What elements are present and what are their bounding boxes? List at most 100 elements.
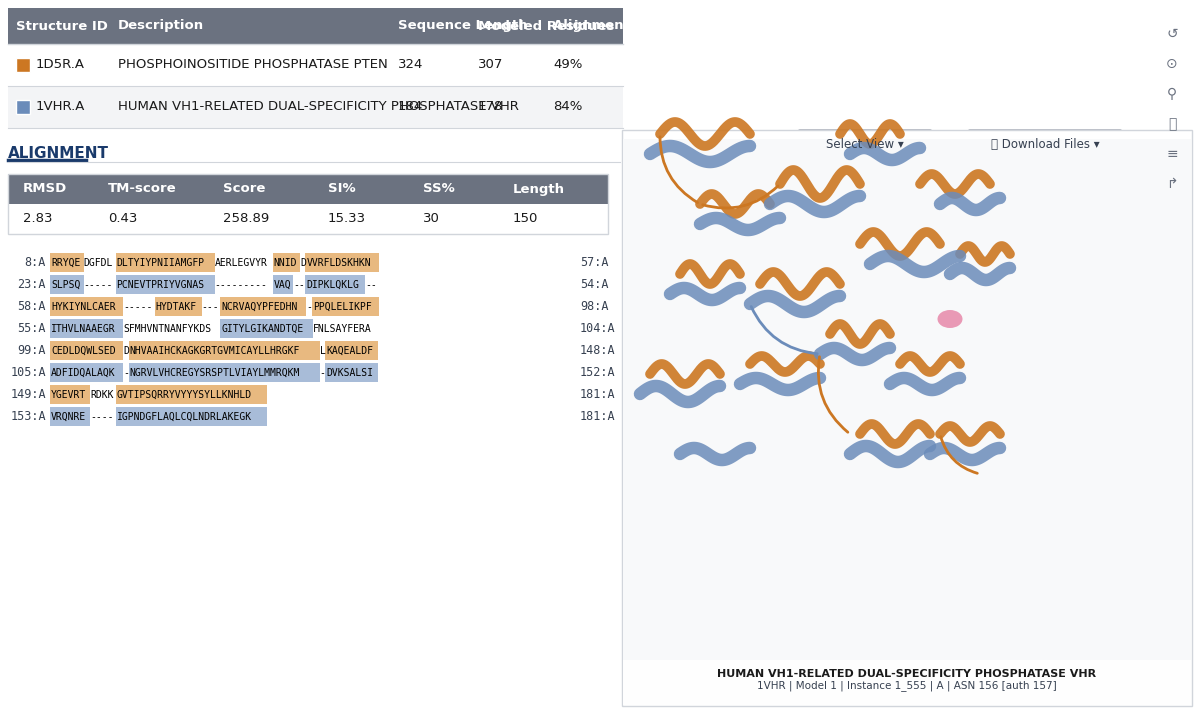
Bar <box>8 174 608 234</box>
Text: SFMHVNTNANFYKDS: SFMHVNTNANFYKDS <box>124 324 211 334</box>
Text: -: - <box>124 368 128 378</box>
Text: ↱: ↱ <box>1166 177 1178 191</box>
Text: Alignment Coverage: Alignment Coverage <box>553 19 706 33</box>
Bar <box>50 319 124 338</box>
Ellipse shape <box>937 310 962 328</box>
Text: GITYLGIKANDTQE: GITYLGIKANDTQE <box>221 324 304 334</box>
Bar <box>128 341 319 360</box>
Bar <box>16 58 30 72</box>
Text: RMSD: RMSD <box>23 183 67 196</box>
Text: Score: Score <box>223 183 265 196</box>
Text: 49%: 49% <box>553 59 582 71</box>
Text: DGFDL: DGFDL <box>84 258 113 268</box>
Text: 30: 30 <box>424 213 440 226</box>
Text: DVKSALSI: DVKSALSI <box>326 368 373 378</box>
Text: PPQLELIKPF: PPQLELIKPF <box>313 302 372 312</box>
Text: ALIGNMENT: ALIGNMENT <box>8 146 109 161</box>
Text: 104:A: 104:A <box>580 323 616 336</box>
Bar <box>272 275 293 294</box>
Bar <box>8 86 623 128</box>
Text: ⚲: ⚲ <box>1166 87 1177 101</box>
Text: ≡: ≡ <box>1166 147 1178 161</box>
Bar <box>50 253 84 272</box>
Text: NGRVLVHCREGYSRSPTLVIAYLMMRQKM: NGRVLVHCREGYSRSPTLVIAYLMMRQKM <box>130 368 300 378</box>
Bar <box>623 139 1190 705</box>
Text: D: D <box>124 346 128 356</box>
Text: ⊙: ⊙ <box>1166 57 1178 71</box>
Text: 84%: 84% <box>553 101 582 114</box>
Text: 99:A: 99:A <box>18 344 46 358</box>
Text: 184: 184 <box>398 101 424 114</box>
Bar <box>8 204 608 234</box>
Bar <box>325 363 378 382</box>
Text: CEDLDQWLSED: CEDLDQWLSED <box>50 346 115 356</box>
Text: NNID: NNID <box>274 258 298 268</box>
Text: HUMAN VH1-RELATED DUAL-SPECIFICITY PHOSPHATASE VHR: HUMAN VH1-RELATED DUAL-SPECIFICITY PHOSP… <box>718 669 1097 679</box>
Text: 148:A: 148:A <box>580 344 616 358</box>
Text: HUMAN VH1-RELATED DUAL-SPECIFICITY PHOSPHATASE VHR: HUMAN VH1-RELATED DUAL-SPECIFICITY PHOSP… <box>118 101 518 114</box>
Text: HYDTAKF: HYDTAKF <box>156 302 197 312</box>
Text: Sequence Length: Sequence Length <box>398 19 528 33</box>
Text: -----: ----- <box>124 302 152 312</box>
Text: IGPNDGFLAQLCQLNDRLAKEGK: IGPNDGFLAQLCQLNDRLAKEGK <box>116 412 252 422</box>
Bar <box>50 297 124 316</box>
Text: NHVAAIHCKAGKGRTGVMICAYLLHRGKF: NHVAAIHCKAGKGRTGVMICAYLLHRGKF <box>130 346 300 356</box>
Text: ⬜: ⬜ <box>1168 117 1176 131</box>
Text: 0.43: 0.43 <box>108 213 137 226</box>
Bar <box>50 275 84 294</box>
Text: 153:A: 153:A <box>11 411 46 423</box>
Bar <box>8 8 623 44</box>
Text: VRQNRE: VRQNRE <box>50 412 86 422</box>
Text: DIPKLQKLG: DIPKLQKLG <box>306 280 359 290</box>
Text: -: - <box>319 368 325 378</box>
Text: SS%: SS% <box>424 183 455 196</box>
Text: ---------: --------- <box>215 280 268 290</box>
Bar <box>115 407 268 426</box>
Text: 149:A: 149:A <box>11 388 46 401</box>
Text: 55:A: 55:A <box>18 323 46 336</box>
Text: 2.83: 2.83 <box>23 213 53 226</box>
Bar <box>155 297 202 316</box>
Text: 152:A: 152:A <box>580 366 616 380</box>
Text: 1D5R.A: 1D5R.A <box>36 59 85 71</box>
Text: AERLEGVYR: AERLEGVYR <box>215 258 268 268</box>
Text: ---: --- <box>202 302 220 312</box>
Bar <box>8 174 608 204</box>
Text: HYKIYNLCAER: HYKIYNLCAER <box>50 302 115 312</box>
Text: 1VHR | Model 1 | Instance 1_555 | A | ASN 156 [auth 157]: 1VHR | Model 1 | Instance 1_555 | A | AS… <box>757 680 1057 691</box>
Text: Modeled Residues: Modeled Residues <box>478 19 614 33</box>
Text: 8:A: 8:A <box>25 256 46 269</box>
Text: PHOSPHOINOSITIDE PHOSPHATASE PTEN: PHOSPHOINOSITIDE PHOSPHATASE PTEN <box>118 59 388 71</box>
Text: GVTIPSQRRYVYYYSYLLKNHLD: GVTIPSQRRYVYYYSYLLKNHLD <box>116 390 252 400</box>
Text: 307: 307 <box>478 59 503 71</box>
Text: 23:A: 23:A <box>18 278 46 291</box>
Text: DLTYIYPNIIAMGFP: DLTYIYPNIIAMGFP <box>116 258 205 268</box>
Bar <box>128 363 319 382</box>
Bar <box>623 660 1190 705</box>
Text: 57:A: 57:A <box>580 256 608 269</box>
Text: -----: ----- <box>84 280 113 290</box>
Text: ⤓ Download Files ▾: ⤓ Download Files ▾ <box>991 139 1099 151</box>
Text: SI%: SI% <box>328 183 355 196</box>
Text: 181:A: 181:A <box>580 411 616 423</box>
Text: 258.89: 258.89 <box>223 213 269 226</box>
Text: 105:A: 105:A <box>11 366 46 380</box>
Text: --: -- <box>365 280 377 290</box>
Text: Select View ▾: Select View ▾ <box>826 139 904 151</box>
Bar <box>16 100 30 114</box>
Text: ITHVLNAAEGR: ITHVLNAAEGR <box>50 324 115 334</box>
Bar <box>50 363 124 382</box>
Text: -: - <box>306 302 312 312</box>
Bar <box>50 341 124 360</box>
Bar <box>221 319 313 338</box>
Text: 15.33: 15.33 <box>328 213 366 226</box>
Text: RDKK: RDKK <box>90 390 114 400</box>
Text: KAQEALDF: KAQEALDF <box>326 346 373 356</box>
Text: 181:A: 181:A <box>580 388 616 401</box>
Bar <box>50 385 90 404</box>
Text: 54:A: 54:A <box>580 278 608 291</box>
Bar <box>50 407 90 426</box>
Text: L: L <box>319 346 325 356</box>
Text: YGEVRT: YGEVRT <box>50 390 86 400</box>
Text: RRYQE: RRYQE <box>50 258 80 268</box>
